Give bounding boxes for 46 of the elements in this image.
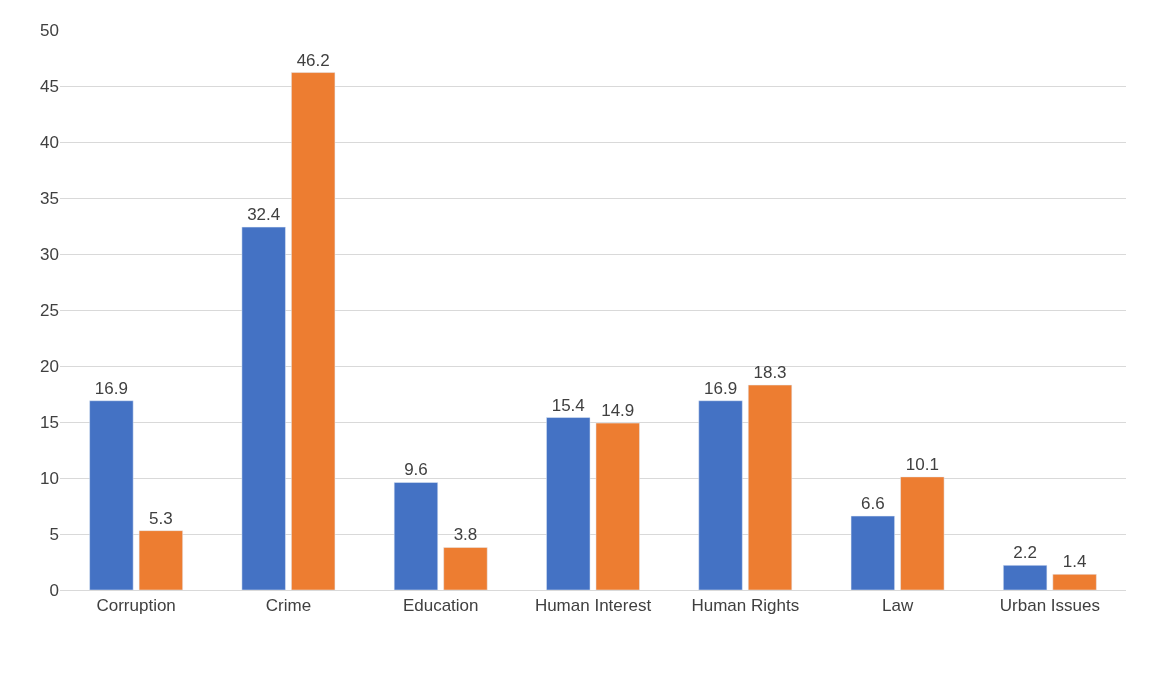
y-tick-label: 30	[40, 244, 59, 264]
data-label: 1.4	[1062, 552, 1087, 572]
data-label: 3.8	[453, 525, 478, 545]
y-tick-label: 5	[49, 524, 59, 544]
data-label: 5.3	[149, 508, 173, 528]
bar	[546, 417, 591, 590]
bar	[89, 400, 134, 590]
data-label: 16.9	[703, 378, 738, 398]
bar	[698, 400, 743, 590]
bar	[1052, 574, 1097, 590]
bar	[748, 384, 793, 590]
bar	[291, 72, 336, 590]
data-label: 2.2	[1013, 543, 1037, 563]
data-label: 15.4	[551, 395, 585, 415]
x-tick-label: Urban Issues	[999, 596, 1100, 616]
data-label: 10.1	[905, 454, 939, 474]
x-tick-label: Corruption	[96, 596, 176, 616]
y-tick-label: 10	[40, 468, 59, 488]
y-tick-label: 15	[40, 412, 59, 432]
y-tick-label: 40	[40, 132, 59, 152]
y-tick-label: 35	[40, 188, 59, 208]
bar	[900, 476, 945, 590]
data-label: 46.2	[296, 50, 330, 70]
y-tick-label: 20	[40, 356, 59, 376]
x-tick-label: Law	[881, 596, 914, 616]
y-tick-label: 50	[40, 20, 59, 40]
data-label: 32.4	[247, 205, 281, 225]
x-tick-label: Education	[402, 596, 479, 616]
x-tick-label: Human Rights	[691, 596, 800, 616]
data-label: 14.9	[601, 401, 635, 421]
x-tick-label: Human Interest	[534, 596, 652, 616]
y-tick-label: 45	[40, 76, 59, 96]
y-tick-label: 25	[40, 300, 59, 320]
bar	[241, 226, 286, 590]
data-label: 6.6	[861, 494, 885, 514]
data-label: 18.3	[753, 363, 787, 383]
bar	[850, 515, 895, 590]
y-tick-label: 0	[49, 580, 59, 600]
bar	[443, 547, 488, 590]
data-label: 9.6	[404, 460, 428, 480]
bar	[595, 422, 640, 590]
data-label: 16.9	[94, 378, 128, 398]
x-tick-label: Crime	[265, 596, 312, 616]
bar	[393, 482, 438, 590]
bar	[138, 530, 183, 590]
bar	[1003, 565, 1048, 590]
